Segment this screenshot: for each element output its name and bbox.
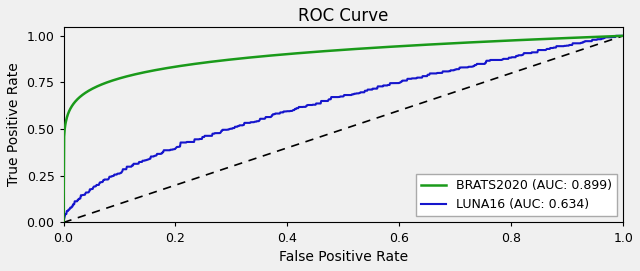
LUNA16 (AUC: 0.634): (1, 1): 0.634): (1, 1) <box>620 34 627 37</box>
Title: ROC Curve: ROC Curve <box>298 7 388 25</box>
BRATS2020 (AUC: 0.899): (0.798, 0.975): 0.899): (0.798, 0.975) <box>506 39 514 42</box>
LUNA16 (AUC: 0.634): (0.44, 0.629): 0.634): (0.44, 0.629) <box>306 103 314 107</box>
X-axis label: False Positive Rate: False Positive Rate <box>279 250 408 264</box>
LUNA16 (AUC: 0.634): (0.987, 1): 0.634): (0.987, 1) <box>612 34 620 37</box>
BRATS2020 (AUC: 0.899): (0.78, 0.972): 0.899): (0.78, 0.972) <box>496 39 504 43</box>
LUNA16 (AUC: 0.634): (0.798, 0.883): 0.634): (0.798, 0.883) <box>506 56 514 59</box>
BRATS2020 (AUC: 0.899): (0.404, 0.903): 0.899): (0.404, 0.903) <box>286 52 294 56</box>
LUNA16 (AUC: 0.634): (0.404, 0.596): 0.634): (0.404, 0.596) <box>286 109 294 113</box>
BRATS2020 (AUC: 0.899): (0, 0): 0.899): (0, 0) <box>60 221 67 224</box>
LUNA16 (AUC: 0.634): (0.102, 0.266): 0.634): (0.102, 0.266) <box>117 171 125 175</box>
BRATS2020 (AUC: 0.899): (0.102, 0.774): 0.899): (0.102, 0.774) <box>117 76 125 80</box>
Y-axis label: True Positive Rate: True Positive Rate <box>7 63 21 186</box>
Legend: BRATS2020 (AUC: 0.899), LUNA16 (AUC: 0.634): BRATS2020 (AUC: 0.899), LUNA16 (AUC: 0.6… <box>416 174 617 216</box>
BRATS2020 (AUC: 0.899): (0.687, 0.959): 0.899): (0.687, 0.959) <box>444 42 452 45</box>
Line: LUNA16 (AUC: 0.634): LUNA16 (AUC: 0.634) <box>63 36 623 222</box>
LUNA16 (AUC: 0.634): (0.78, 0.871): 0.634): (0.78, 0.871) <box>496 58 504 62</box>
LUNA16 (AUC: 0.634): (0.687, 0.809): 0.634): (0.687, 0.809) <box>444 70 452 73</box>
BRATS2020 (AUC: 0.899): (1, 1): 0.899): (1, 1) <box>620 34 627 37</box>
LUNA16 (AUC: 0.634): (0, 0): 0.634): (0, 0) <box>60 221 67 224</box>
Line: BRATS2020 (AUC: 0.899): BRATS2020 (AUC: 0.899) <box>63 36 623 222</box>
BRATS2020 (AUC: 0.899): (0.44, 0.912): 0.899): (0.44, 0.912) <box>306 51 314 54</box>
